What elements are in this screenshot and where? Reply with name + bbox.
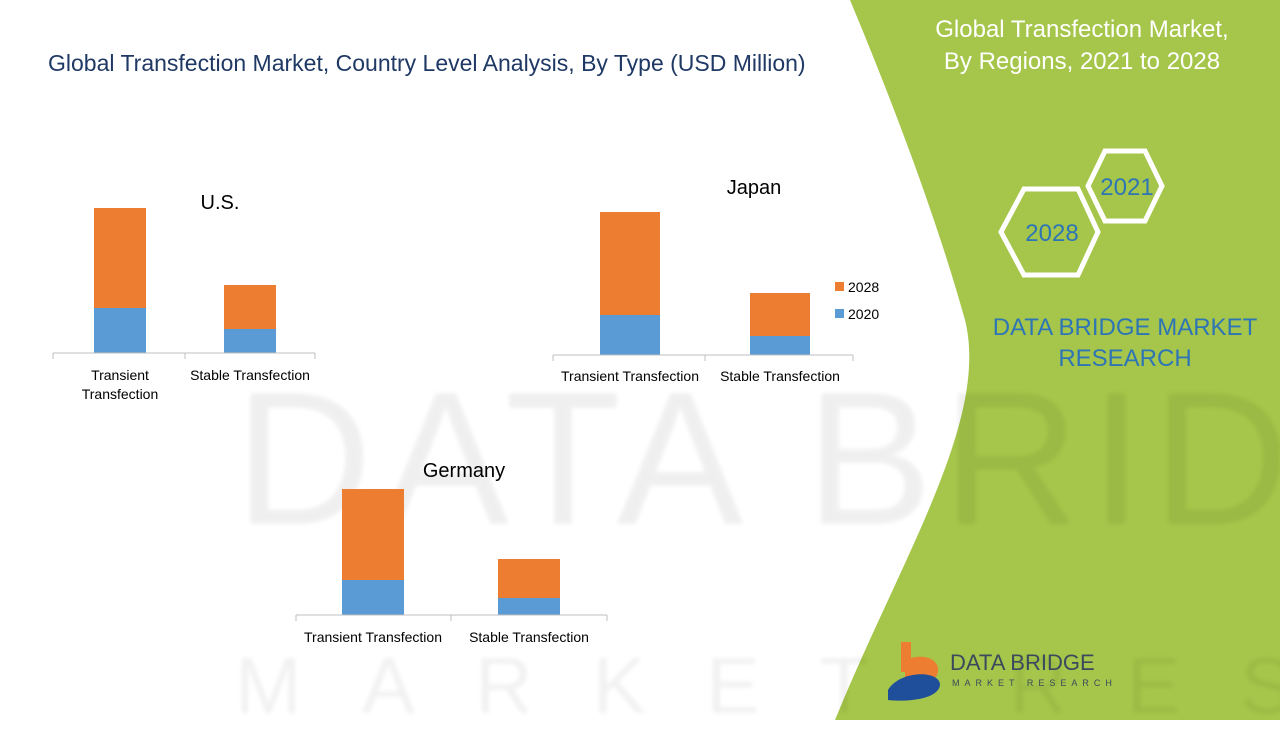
u-s-bar-2020-0	[94, 308, 146, 353]
germany-x-tick-label: Transient Transfection	[304, 629, 442, 645]
germany-chart-title: Germany	[423, 460, 505, 482]
legend-swatch-2020	[835, 309, 844, 318]
green-panel-shape	[835, 0, 1280, 720]
brand-text: DATA BRIDGE MARKET RESEARCH	[985, 312, 1265, 374]
hexagon-2028	[998, 186, 1101, 278]
japan-bar-2020-0	[600, 315, 660, 355]
japan-bar-2028-1	[750, 293, 810, 336]
germany-bar-2028-0	[342, 489, 404, 580]
u-s-bar-2028-0	[94, 208, 146, 308]
legend-swatch-2028	[835, 282, 844, 291]
side-title: Global Transfection Market, By Regions, …	[900, 14, 1264, 78]
hex-label-2028: 2028	[1025, 220, 1078, 247]
germany-bar-2020-1	[498, 598, 560, 615]
logo-subtitle: MARKET RESEARCH	[952, 678, 1117, 688]
hexagon-2021	[1085, 148, 1165, 224]
logo-icon	[888, 642, 940, 701]
u-s-bar-2028-1	[224, 285, 276, 329]
u-s-x-tick-label: Transient	[91, 367, 149, 383]
u-s-chart-title: U.S.	[201, 192, 240, 214]
brand-line1: DATA BRIDGE MARKET	[992, 314, 1258, 341]
page-title: Global Transfection Market, Country Leve…	[48, 50, 806, 76]
brand-line2: RESEARCH	[1058, 345, 1192, 372]
japan-bar-2028-0	[600, 212, 660, 315]
japan-chart-title: Japan	[727, 177, 782, 199]
germany-bar-2028-1	[498, 559, 560, 598]
watermark-sub: MARKET RESEARCH	[235, 641, 1280, 730]
germany-x-tick-label: Stable Transfection	[469, 629, 589, 645]
logo-name: DATA BRIDGE	[950, 650, 1095, 675]
u-s-x-tick-label: Stable Transfection	[190, 367, 310, 383]
side-title-line1: Global Transfection Market,	[935, 16, 1229, 43]
side-title-line2: By Regions, 2021 to 2028	[943, 48, 1221, 75]
japan-bar-2020-1	[750, 336, 810, 355]
japan-x-tick-label: Transient Transfection	[561, 368, 699, 384]
legend-label-2020: 2020	[848, 306, 879, 322]
u-s-x-tick-label: Transfection	[82, 386, 159, 402]
japan-x-tick-label: Stable Transfection	[720, 368, 840, 384]
u-s-bar-2020-1	[224, 329, 276, 353]
legend-label-2028: 2028	[848, 279, 879, 295]
hex-label-2021: 2021	[1100, 174, 1153, 201]
watermark: DATA BRIDGE	[235, 353, 1280, 565]
germany-bar-2020-0	[342, 580, 404, 615]
